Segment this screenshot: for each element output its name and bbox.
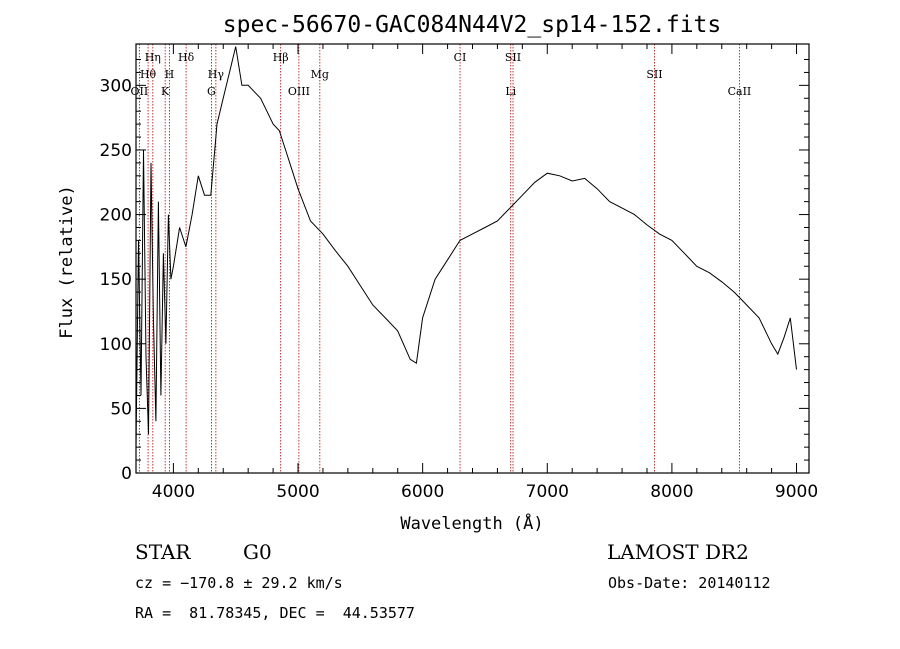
x-tick-label: 9000 [775, 482, 818, 502]
y-tick-label: 200 [100, 206, 132, 226]
spectrum-series-line [135, 46, 797, 448]
spectral-line-label: Hθ [140, 68, 157, 81]
x-tick-label: 5000 [276, 482, 319, 502]
chart-title: spec-56670-GAC084N44V2_sp14-152.fits [223, 12, 722, 38]
observation-date: Obs-Date: 20140112 [608, 574, 771, 592]
survey-name: LAMOST DR2 [607, 540, 749, 564]
spectral-line-label: SII [505, 51, 521, 64]
y-tick-label: 300 [100, 76, 132, 96]
spectral-line-label: OIII [288, 85, 310, 98]
spectral-line-label: Hδ [178, 51, 195, 64]
x-tick-label: 7000 [526, 482, 569, 502]
spectral-line-label: Mg [311, 68, 329, 81]
axis-ticks: 4000 5000 6000 7000 8000 9000 0 50 100 150 200 250 3… [100, 44, 818, 502]
spectral-line-label: Hγ [208, 68, 225, 81]
plot-frame [135, 43, 810, 474]
object-class: STAR [135, 540, 191, 564]
spectral-line-label: Hη [145, 51, 161, 64]
x-tick-label: 6000 [401, 482, 444, 502]
y-tick-label: 250 [100, 141, 132, 161]
spectral-line-label: H [165, 68, 175, 81]
spectral-line-label: CaII [728, 85, 752, 98]
spectral-line-label: Hβ [273, 51, 289, 64]
x-axis-label: Wavelength (Å) [400, 512, 543, 534]
y-tick-label: 100 [100, 335, 132, 355]
y-tick-label: 150 [100, 270, 132, 290]
spectral-line-label: K [161, 85, 170, 98]
y-tick-label: 0 [121, 464, 132, 484]
redshift-velocity: cz = −170.8 ± 29.2 km/s [135, 574, 343, 592]
sky-coordinates: RA = 81.78345, DEC = 44.53577 [135, 604, 415, 622]
y-axis-label: Flux (relative) [57, 185, 77, 339]
x-tick-label: 8000 [650, 482, 693, 502]
spectral-line-label: SII [646, 68, 662, 81]
spectral-line-label: OII [131, 85, 149, 98]
spectral-line-label: Li [505, 85, 516, 98]
spectral-line-label: G [207, 85, 216, 98]
y-tick-label: 50 [110, 399, 132, 419]
x-tick-label: 4000 [152, 482, 195, 502]
object-subclass: G0 [243, 540, 272, 564]
spectral-line-label: CI [454, 51, 467, 64]
